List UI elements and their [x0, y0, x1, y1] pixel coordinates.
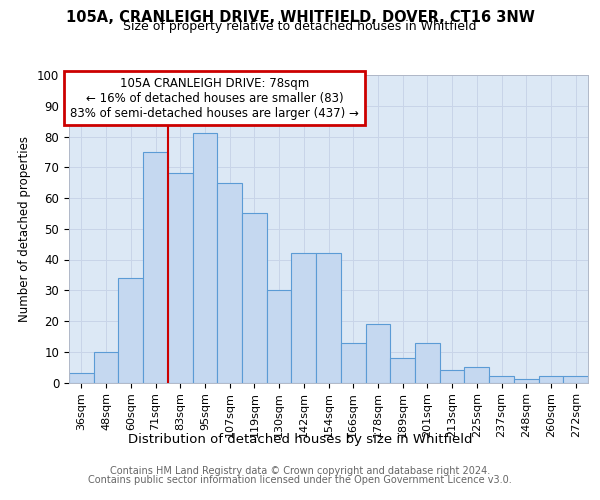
Bar [143, 152, 168, 382]
Bar [292, 254, 316, 382]
Bar [440, 370, 464, 382]
Bar [118, 278, 143, 382]
Bar [341, 342, 365, 382]
Bar [217, 182, 242, 382]
Bar [94, 352, 118, 382]
Bar [464, 367, 489, 382]
Bar [415, 342, 440, 382]
Text: Contains HM Land Registry data © Crown copyright and database right 2024.: Contains HM Land Registry data © Crown c… [110, 466, 490, 476]
Bar [168, 174, 193, 382]
Bar [489, 376, 514, 382]
Bar [390, 358, 415, 382]
Text: Size of property relative to detached houses in Whitfield: Size of property relative to detached ho… [123, 20, 477, 33]
Y-axis label: Number of detached properties: Number of detached properties [19, 136, 31, 322]
Text: 105A CRANLEIGH DRIVE: 78sqm
← 16% of detached houses are smaller (83)
83% of sem: 105A CRANLEIGH DRIVE: 78sqm ← 16% of det… [70, 76, 359, 120]
Bar [193, 134, 217, 382]
Text: 105A, CRANLEIGH DRIVE, WHITFIELD, DOVER, CT16 3NW: 105A, CRANLEIGH DRIVE, WHITFIELD, DOVER,… [65, 10, 535, 25]
Bar [365, 324, 390, 382]
Bar [563, 376, 588, 382]
Bar [539, 376, 563, 382]
Bar [242, 214, 267, 382]
Text: Distribution of detached houses by size in Whitfield: Distribution of detached houses by size … [128, 432, 472, 446]
Bar [514, 380, 539, 382]
Bar [69, 374, 94, 382]
Bar [316, 254, 341, 382]
Bar [267, 290, 292, 382]
Text: Contains public sector information licensed under the Open Government Licence v3: Contains public sector information licen… [88, 475, 512, 485]
